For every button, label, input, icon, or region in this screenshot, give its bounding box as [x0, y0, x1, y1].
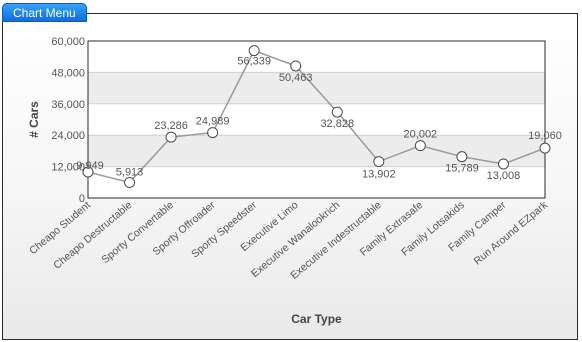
data-label: 15,789 — [445, 163, 479, 175]
data-label: 20,002 — [404, 129, 438, 141]
data-label: 50,463 — [279, 72, 313, 84]
series-line — [87, 49, 546, 184]
x-axis-label: Car Type — [291, 312, 342, 326]
data-label: 56,339 — [237, 56, 271, 68]
grid-band — [88, 103, 545, 136]
data-labels: 9,949 5,913 23,286 24,989 56,339 50,463 32,828… — [76, 56, 562, 182]
x-tick-label: Sporty Convertable — [99, 199, 176, 266]
grid-band — [88, 135, 545, 167]
data-label: 23,286 — [154, 120, 188, 132]
y-tick-label: 12,000 — [51, 162, 85, 174]
data-point[interactable] — [456, 151, 468, 163]
data-point[interactable] — [290, 60, 302, 72]
data-label: 32,828 — [320, 118, 354, 130]
y-axis-label: # Cars — [27, 101, 41, 138]
x-tick-label: Cheapo Destructable — [51, 199, 134, 272]
data-point[interactable] — [124, 177, 136, 189]
data-markers — [82, 45, 551, 189]
data-point[interactable] — [539, 142, 551, 154]
y-tick-label: 36,000 — [51, 99, 85, 111]
data-label: 5,913 — [116, 167, 144, 179]
y-tick-label: 24,000 — [51, 130, 85, 142]
grid-band — [88, 41, 545, 73]
data-point[interactable] — [373, 156, 385, 168]
data-point[interactable] — [331, 106, 343, 118]
plot-area-border — [87, 40, 546, 199]
y-axis-ticks: 0 12,000 24,000 36,000 48,000 60,000 — [51, 36, 85, 205]
x-tick-label: Run Around EZpark — [472, 199, 551, 268]
data-label: 19,060 — [528, 130, 562, 142]
chart-menu-button[interactable]: Chart Menu — [2, 3, 87, 22]
grid-bands — [88, 41, 545, 198]
data-label: 13,902 — [362, 169, 396, 181]
data-label: 13,008 — [487, 170, 521, 182]
y-tick-label: 60,000 — [51, 36, 85, 48]
data-point[interactable] — [207, 127, 219, 139]
grid-band — [88, 166, 545, 198]
data-point[interactable] — [414, 140, 426, 152]
y-tick-label: 48,000 — [51, 67, 85, 79]
data-point[interactable] — [165, 131, 177, 143]
data-point[interactable] — [497, 158, 509, 170]
data-label: 24,989 — [196, 116, 230, 128]
data-label: 9,949 — [76, 160, 104, 172]
data-point[interactable] — [82, 166, 94, 178]
data-point[interactable] — [248, 45, 260, 57]
y-tick-label: 0 — [79, 193, 85, 205]
